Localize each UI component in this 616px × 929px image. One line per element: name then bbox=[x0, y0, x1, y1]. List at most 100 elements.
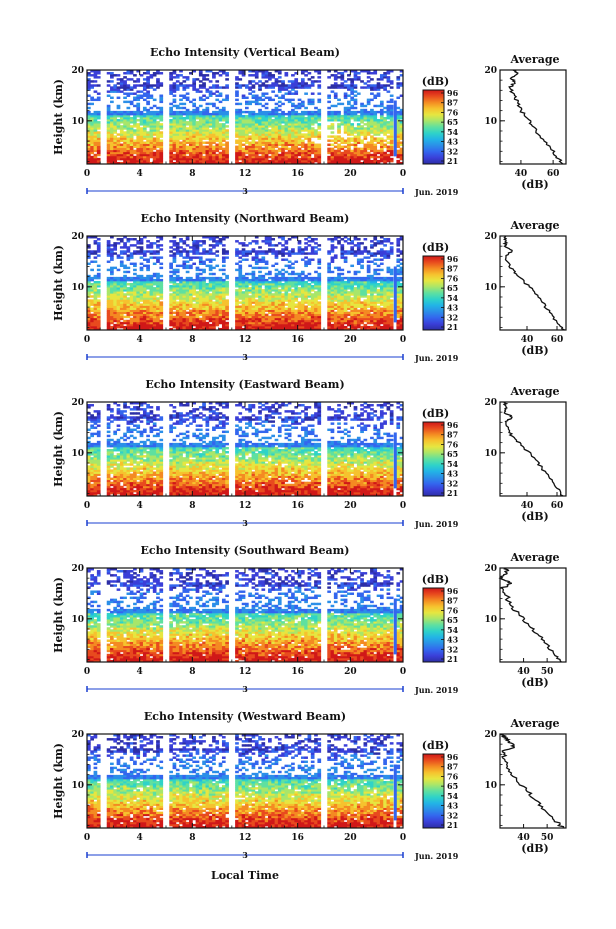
heatmap-cell bbox=[189, 291, 193, 294]
heatmap-cell bbox=[271, 137, 276, 140]
heatmap-cell bbox=[195, 303, 200, 306]
heatmap-cell bbox=[370, 141, 374, 144]
heatmap-cell bbox=[274, 272, 279, 276]
heatmap-cell bbox=[212, 244, 216, 247]
heatmap-cell bbox=[159, 127, 164, 130]
heatmap-cell bbox=[363, 112, 368, 116]
heatmap-cell bbox=[396, 82, 401, 85]
heatmap-cell bbox=[189, 276, 193, 280]
heatmap-cell bbox=[116, 307, 121, 310]
heatmap-cell bbox=[337, 102, 341, 106]
heatmap-cell bbox=[284, 246, 289, 249]
heatmap-cell bbox=[337, 84, 341, 87]
heatmap-cell bbox=[212, 297, 216, 300]
heatmap-cell bbox=[172, 321, 177, 325]
heatmap-cell bbox=[93, 127, 98, 130]
heatmap-cell bbox=[208, 319, 213, 323]
heatmap-cell bbox=[146, 84, 150, 87]
heatmap-cell bbox=[287, 238, 292, 241]
heatmap-cell bbox=[353, 151, 358, 155]
heatmap-cell bbox=[307, 143, 312, 147]
heatmap-cell bbox=[268, 145, 272, 149]
heatmap-cell bbox=[110, 96, 114, 100]
heatmap-cell bbox=[123, 280, 127, 284]
heatmap-cell bbox=[106, 303, 111, 306]
heatmap-cell bbox=[129, 317, 134, 321]
heatmap-cell bbox=[238, 268, 243, 272]
heatmap-cell bbox=[245, 135, 249, 138]
heatmap-cell bbox=[386, 84, 391, 87]
heatmap-cell bbox=[139, 327, 144, 331]
heatmap-cell bbox=[373, 104, 378, 108]
heatmap-cell bbox=[106, 114, 111, 118]
heatmap-cell bbox=[159, 285, 164, 288]
heatmap-cell bbox=[347, 153, 351, 157]
heatmap-cell bbox=[268, 131, 272, 134]
heatmap-cell bbox=[281, 102, 285, 106]
heatmap-cell bbox=[274, 137, 279, 140]
heatmap-cell bbox=[238, 127, 243, 130]
heatmap-cell bbox=[202, 299, 206, 302]
heatmap-cell bbox=[123, 114, 127, 118]
heatmap-cell bbox=[330, 104, 335, 108]
heatmap-cell bbox=[142, 236, 147, 239]
heatmap-cell bbox=[291, 270, 295, 274]
heatmap-cell bbox=[202, 278, 206, 282]
heatmap-cell bbox=[93, 141, 98, 144]
heatmap-cell bbox=[218, 315, 223, 319]
heatmap-cell bbox=[264, 141, 269, 144]
heatmap-cell bbox=[172, 258, 177, 261]
heatmap-cell bbox=[133, 161, 137, 165]
heatmap-cell bbox=[129, 301, 134, 304]
heatmap-cell bbox=[241, 123, 246, 126]
heatmap-cell bbox=[93, 70, 98, 73]
heatmap-cell bbox=[142, 86, 147, 89]
heatmap-cell bbox=[87, 82, 91, 85]
heatmap-cell bbox=[205, 108, 210, 112]
heatmap-cell bbox=[310, 151, 315, 155]
heatmap-cell bbox=[149, 280, 154, 284]
heatmap-cell bbox=[149, 256, 154, 259]
heatmap-cell bbox=[248, 159, 252, 163]
heatmap-cell bbox=[379, 84, 384, 87]
heatmap-cell bbox=[238, 141, 243, 144]
heatmap-cell bbox=[139, 315, 144, 319]
heatmap-cell bbox=[96, 289, 101, 292]
heatmap-cell bbox=[172, 268, 177, 272]
heatmap-cell bbox=[225, 291, 229, 294]
heatmap-cell bbox=[175, 153, 180, 157]
heatmap-cell bbox=[175, 323, 180, 327]
heatmap-cell bbox=[189, 143, 193, 147]
heatmap-cell bbox=[195, 246, 200, 249]
heatmap-cell bbox=[113, 84, 118, 87]
heatmap-cell bbox=[159, 325, 164, 329]
heatmap-cell bbox=[304, 106, 308, 110]
heatmap-cell bbox=[307, 117, 312, 120]
heatmap-cell bbox=[245, 307, 249, 310]
heatmap-cell bbox=[248, 151, 252, 155]
heatmap-cell bbox=[87, 319, 91, 323]
heatmap-cell bbox=[212, 147, 216, 151]
heatmap-cell bbox=[287, 121, 292, 124]
heatmap-cell bbox=[208, 117, 213, 120]
heatmap-cell bbox=[268, 78, 272, 81]
heatmap-cell bbox=[149, 135, 154, 138]
heatmap-cell bbox=[238, 291, 243, 294]
heatmap-cell bbox=[113, 135, 118, 138]
heatmap-cell bbox=[175, 244, 180, 247]
heatmap-cell bbox=[376, 127, 381, 130]
heatmap-cell bbox=[198, 133, 203, 136]
heatmap-cell bbox=[212, 301, 216, 304]
heatmap-cell bbox=[110, 266, 114, 270]
heatmap-cell bbox=[337, 125, 341, 128]
heatmap-cell bbox=[238, 137, 243, 140]
heatmap-cell bbox=[142, 121, 147, 124]
heatmap-cell bbox=[106, 323, 111, 327]
heatmap-cell bbox=[376, 92, 381, 95]
heatmap-cell bbox=[192, 262, 197, 266]
heatmap-cell bbox=[310, 92, 315, 95]
heatmap-cell bbox=[245, 250, 249, 253]
heatmap-cell bbox=[116, 242, 121, 245]
heatmap-cell bbox=[149, 307, 154, 310]
heatmap-cell bbox=[218, 327, 223, 331]
